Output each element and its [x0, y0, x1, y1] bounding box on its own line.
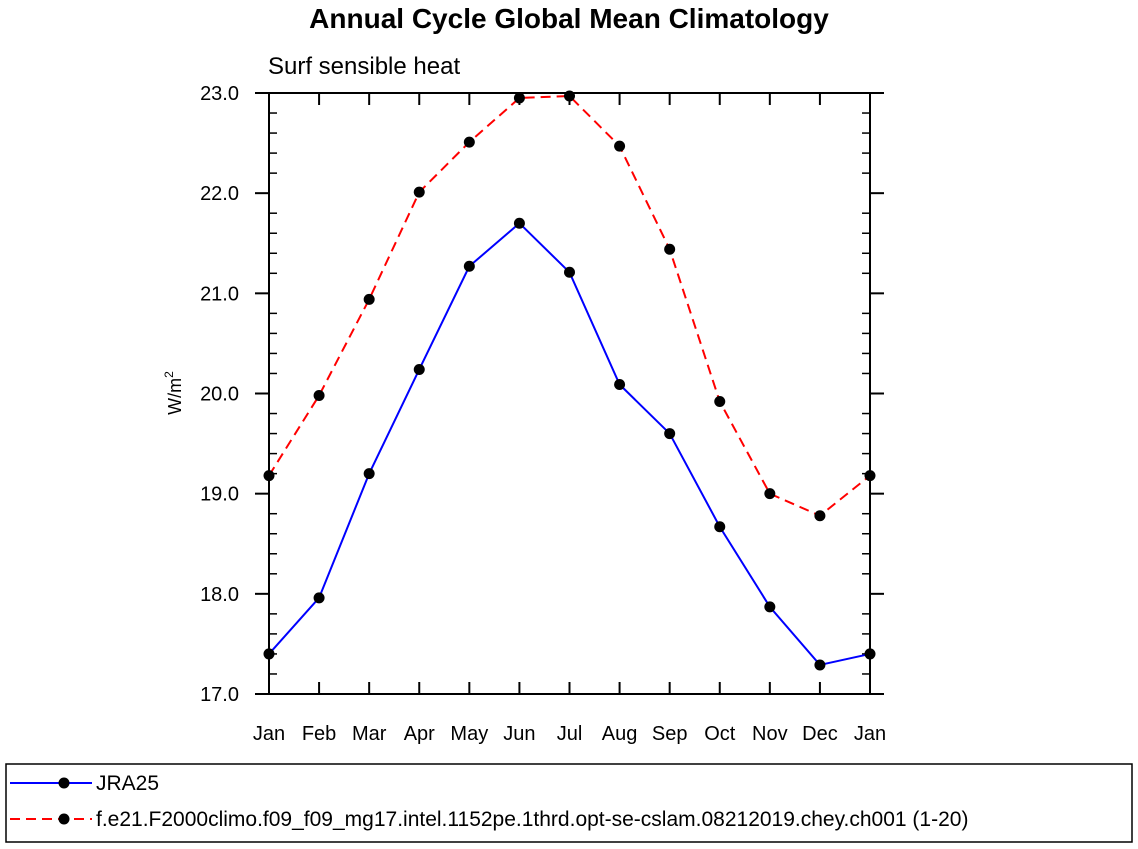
x-tick-label: Sep	[652, 723, 688, 745]
data-point	[313, 390, 325, 402]
x-tick-label: Jan	[253, 723, 285, 745]
x-tick-label: Dec	[802, 723, 838, 745]
y-tick-label: 20.0	[200, 384, 239, 406]
data-point	[714, 396, 726, 408]
data-point	[664, 428, 676, 440]
plot-frame	[268, 92, 871, 695]
chart-subtitle: Surf sensible heat	[268, 53, 460, 80]
x-tick-label: Jan	[854, 723, 886, 745]
data-point	[413, 186, 425, 198]
data-point	[764, 601, 776, 613]
data-point	[313, 592, 325, 604]
data-point	[614, 378, 626, 390]
data-point	[513, 217, 525, 229]
data-point	[463, 260, 475, 272]
y-tick-label: 17.0	[200, 684, 239, 706]
legend-label: f.e21.F2000climo.f09_f09_mg17.intel.1152…	[96, 808, 968, 831]
legend: JRA25 f.e21.F2000climo.f09_f09_mg17.intel…	[5, 763, 1133, 843]
chart-title: Annual Cycle Global Mean Climatology	[309, 3, 829, 34]
data-point	[463, 136, 475, 148]
y-tick-label: 21.0	[200, 283, 239, 305]
x-tick-label: Mar	[352, 723, 387, 745]
series-line	[268, 221, 871, 667]
legend-marker	[58, 813, 70, 825]
y-axis-label-text: W/m	[165, 378, 185, 415]
y-tick-label: 22.0	[200, 183, 239, 205]
data-point	[363, 468, 375, 480]
svg-text:W/m2: W/m2	[162, 371, 185, 415]
x-tick-label: Apr	[404, 723, 435, 745]
series-line	[268, 94, 871, 517]
data-point	[714, 521, 726, 533]
data-point	[513, 92, 525, 104]
x-tick-label: May	[450, 723, 488, 745]
data-point	[564, 266, 575, 278]
data-point	[814, 510, 826, 522]
legend-items: JRA25 f.e21.F2000climo.f09_f09_mg17.intel…	[10, 772, 968, 831]
x-tick-label: Aug	[602, 723, 638, 745]
data-point	[363, 293, 375, 305]
legend-marker	[58, 777, 70, 789]
y-tick-labels: 17.0 18.0 19.0 20.0 21.0 22.0 23.0	[200, 83, 239, 706]
series-layer	[263, 90, 876, 671]
x-tick-label: Jul	[557, 723, 583, 745]
y-axis-label: W/m2	[162, 371, 185, 415]
x-tick-label: Oct	[704, 723, 736, 745]
y-axis-label-superscript: 2	[162, 371, 176, 378]
data-point	[614, 140, 626, 152]
x-tick-label: Jun	[503, 723, 535, 745]
axis-ticks	[255, 92, 884, 695]
data-point	[413, 363, 425, 375]
data-point	[764, 488, 776, 500]
legend-frame	[5, 763, 1133, 843]
y-tick-label: 23.0	[200, 83, 239, 105]
y-tick-label: 19.0	[200, 484, 239, 506]
x-tick-labels: Jan Feb Mar Apr May Jun Jul Aug Sep Oct Nov Dec Jan	[253, 723, 886, 745]
x-tick-label: Feb	[302, 723, 336, 745]
x-tick-label: Nov	[752, 723, 788, 745]
data-point	[814, 659, 826, 671]
y-tick-label: 18.0	[200, 584, 239, 606]
data-point	[664, 243, 676, 255]
legend-label: JRA25	[96, 772, 159, 795]
